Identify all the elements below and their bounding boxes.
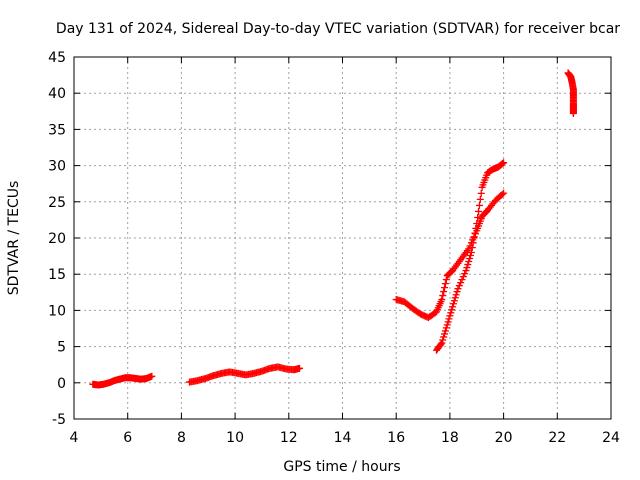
data-point: [450, 297, 458, 305]
y-tick-label: 25: [48, 195, 66, 211]
data-point: [438, 339, 446, 347]
data-point: [148, 372, 156, 380]
x-tick-label: 18: [441, 430, 459, 446]
y-tick-label: 40: [48, 86, 66, 102]
grid: [74, 57, 611, 419]
data-point: [452, 291, 460, 299]
data-point: [442, 324, 450, 332]
data-point: [448, 306, 456, 314]
data-point: [500, 189, 508, 197]
data-point: [465, 245, 473, 253]
data-point: [454, 285, 462, 293]
x-tick-label: 22: [548, 430, 566, 446]
x-axis-title: GPS time / hours: [283, 459, 400, 475]
x-tick-label: 16: [387, 430, 405, 446]
data-point: [459, 273, 467, 281]
y-tick-label: 10: [48, 303, 66, 319]
data-point: [498, 190, 506, 198]
chart-title: Day 131 of 2024, Sidereal Day-to-day VTE…: [56, 21, 620, 37]
data-point: [462, 267, 470, 275]
data-point: [440, 333, 448, 341]
x-tick-label: 24: [602, 430, 620, 446]
data-point: [445, 315, 453, 323]
x-tick-label: 12: [280, 430, 298, 446]
y-tick-label: 0: [57, 376, 66, 392]
data-point: [475, 207, 483, 215]
data-point: [441, 327, 449, 335]
data-point: [499, 159, 507, 167]
data-point: [500, 159, 508, 167]
data-point: [476, 195, 484, 203]
data-point: [449, 303, 457, 311]
series-segment-5: [564, 69, 577, 117]
data-point: [475, 201, 483, 209]
x-tick-label: 20: [495, 430, 513, 446]
y-tick-label: 15: [48, 267, 66, 283]
y-tick-label: -5: [52, 412, 66, 428]
data-point: [441, 284, 449, 292]
data-point: [472, 224, 480, 232]
data-point: [296, 364, 304, 372]
data-point: [453, 288, 461, 296]
data-point: [439, 336, 447, 344]
data-point: [441, 280, 449, 288]
y-axis-title: SDTVAR / TECUs: [6, 181, 22, 296]
data-point: [451, 294, 459, 302]
data-points: [89, 69, 577, 389]
x-tick-label: 4: [70, 430, 79, 446]
data-point: [444, 318, 452, 326]
data-point: [473, 220, 481, 228]
data-point: [470, 234, 478, 242]
series-segment-4: [432, 159, 508, 354]
axis-ticks: 4 6 8 10 12 14 16 18 20 22 24 -5 0 5 10 15 20 25 30 35 40 45: [48, 50, 620, 446]
y-tick-label: 30: [48, 159, 66, 175]
data-point: [463, 264, 471, 272]
data-point: [569, 109, 577, 117]
data-point: [455, 282, 463, 290]
data-point: [477, 189, 485, 197]
data-point: [442, 276, 450, 284]
data-point: [458, 276, 466, 284]
series-segment-2: [185, 363, 304, 386]
y-tick-label: 35: [48, 122, 66, 138]
data-point: [437, 340, 445, 348]
data-point: [447, 309, 455, 317]
data-point: [464, 261, 472, 269]
series-segment-3: [392, 189, 508, 322]
data-point: [474, 213, 482, 221]
data-point: [438, 296, 446, 304]
data-point: [469, 239, 477, 247]
data-point: [446, 312, 454, 320]
y-tick-label: 20: [48, 231, 66, 247]
x-tick-label: 8: [177, 430, 186, 446]
data-point: [449, 300, 457, 308]
y-tick-label: 5: [57, 340, 66, 356]
data-point: [441, 330, 449, 338]
x-tick-label: 14: [334, 430, 352, 446]
x-tick-label: 10: [226, 430, 244, 446]
data-point: [468, 244, 476, 252]
data-point: [466, 255, 474, 263]
data-point: [440, 288, 448, 296]
data-point: [457, 279, 465, 287]
series-segment-1: [89, 372, 156, 389]
y-tick-label: 45: [48, 50, 66, 66]
data-point: [443, 321, 451, 329]
data-point: [439, 292, 447, 300]
data-point: [467, 248, 475, 256]
data-point: [465, 258, 473, 266]
x-tick-label: 6: [123, 430, 132, 446]
data-point: [466, 251, 474, 259]
data-point: [461, 270, 469, 278]
data-point: [471, 229, 479, 237]
